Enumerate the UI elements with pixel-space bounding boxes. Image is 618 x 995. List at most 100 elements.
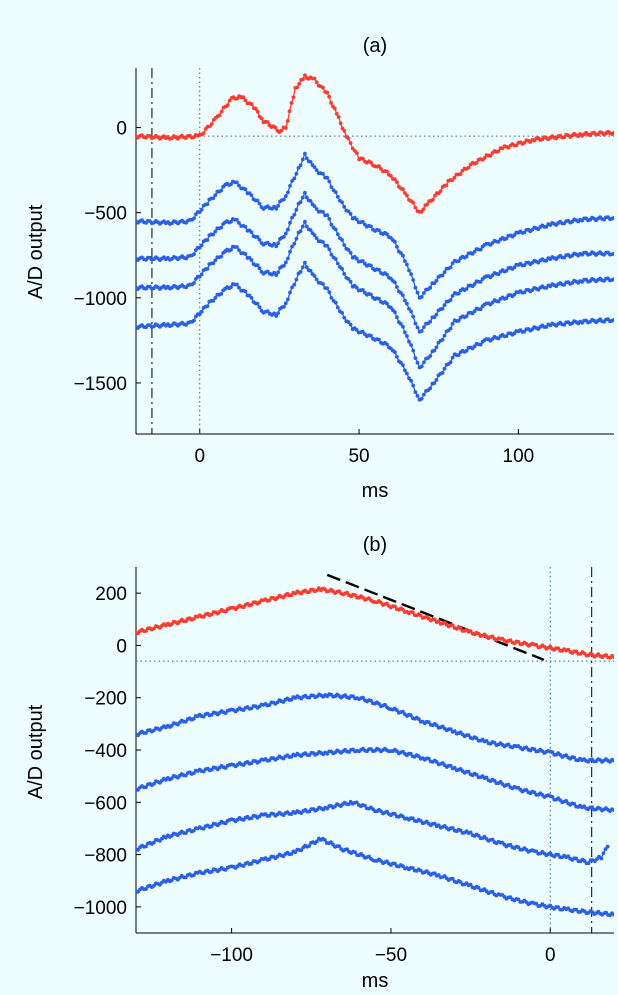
- data-point: [333, 227, 338, 232]
- data-point: [274, 314, 279, 318]
- x-tick-label: 100: [503, 446, 535, 467]
- series-1: [136, 151, 614, 300]
- data-point: [144, 629, 148, 633]
- y-tick-label: −800: [84, 846, 127, 867]
- data-point: [303, 151, 307, 156]
- data-point: [504, 334, 509, 338]
- data-point: [286, 256, 290, 261]
- data-point: [415, 394, 420, 398]
- data-point: [333, 190, 338, 195]
- y-tick-label: −1000: [74, 289, 127, 310]
- data-point: [409, 272, 413, 276]
- data-point: [298, 200, 303, 205]
- y-tick-label: 200: [95, 584, 127, 605]
- data-point: [353, 850, 357, 855]
- data-point: [448, 727, 453, 732]
- data-point: [279, 128, 284, 133]
- data-point: [456, 353, 461, 357]
- data-point: [308, 268, 313, 273]
- x-tick-label: 0: [545, 945, 556, 966]
- data-point: [478, 307, 483, 312]
- data-point: [321, 240, 325, 244]
- data-point: [283, 194, 288, 199]
- data-point: [458, 172, 463, 177]
- data-point: [434, 378, 439, 382]
- data-point: [409, 343, 413, 347]
- data-point: [428, 386, 433, 391]
- data-point: [612, 130, 614, 135]
- data-point: [409, 309, 413, 314]
- data-point: [490, 837, 495, 842]
- data-point: [335, 305, 340, 310]
- data-point: [327, 94, 331, 99]
- data-point: [422, 360, 426, 365]
- x-tick-label: 50: [348, 446, 369, 467]
- series-3: [136, 219, 614, 370]
- data-point: [338, 121, 343, 126]
- data-point: [354, 800, 359, 805]
- data-point: [229, 285, 233, 289]
- data-point: [255, 235, 260, 239]
- data-point: [283, 301, 288, 306]
- data-point: [304, 224, 309, 229]
- data-point: [572, 802, 577, 806]
- panel-a-title: (a): [363, 35, 387, 57]
- data-point: [199, 243, 204, 248]
- data-point: [294, 236, 299, 241]
- data-point: [290, 244, 294, 249]
- data-point: [450, 876, 455, 881]
- data-point: [514, 143, 519, 148]
- data-point: [249, 102, 254, 107]
- data-point: [312, 165, 317, 170]
- data-point: [385, 232, 389, 237]
- data-point: [255, 263, 260, 268]
- data-point: [464, 287, 469, 291]
- data-point: [303, 219, 307, 224]
- data-point: [308, 228, 313, 232]
- data-point: [325, 213, 330, 218]
- data-point: [303, 190, 307, 195]
- data-point: [421, 207, 426, 212]
- data-point: [450, 261, 455, 266]
- data-point: [289, 697, 294, 702]
- data-point: [411, 278, 416, 282]
- data-point: [303, 260, 307, 265]
- series-line: [136, 747, 614, 812]
- data-point: [249, 193, 254, 198]
- data-point: [379, 167, 383, 171]
- series-2: [136, 746, 614, 813]
- series-0: [136, 586, 614, 660]
- data-point: [144, 887, 148, 891]
- data-point: [346, 209, 351, 214]
- data-point: [474, 160, 479, 165]
- data-point: [294, 171, 299, 176]
- data-point: [612, 758, 614, 763]
- data-point: [191, 716, 196, 721]
- data-point: [410, 610, 415, 615]
- data-point: [237, 183, 241, 188]
- data-point: [249, 230, 254, 235]
- series-4: [136, 260, 614, 402]
- data-point: [255, 301, 260, 306]
- data-point: [411, 200, 416, 205]
- data-point: [434, 278, 439, 283]
- data-point: [333, 300, 338, 305]
- data-point: [369, 224, 373, 229]
- data-point: [312, 233, 317, 238]
- data-point: [405, 301, 409, 306]
- data-point: [283, 260, 288, 265]
- data-point: [599, 856, 604, 861]
- data-point: [456, 259, 461, 264]
- data-point: [296, 166, 301, 170]
- data-point: [434, 312, 439, 317]
- data-point: [314, 277, 319, 282]
- data-point: [333, 257, 338, 261]
- data-point: [440, 273, 445, 278]
- data-point: [340, 267, 344, 271]
- data-point: [348, 141, 353, 145]
- data-point: [413, 356, 418, 360]
- data-point: [274, 244, 279, 249]
- data-point: [298, 163, 303, 168]
- data-point: [348, 212, 353, 216]
- data-point: [468, 830, 473, 835]
